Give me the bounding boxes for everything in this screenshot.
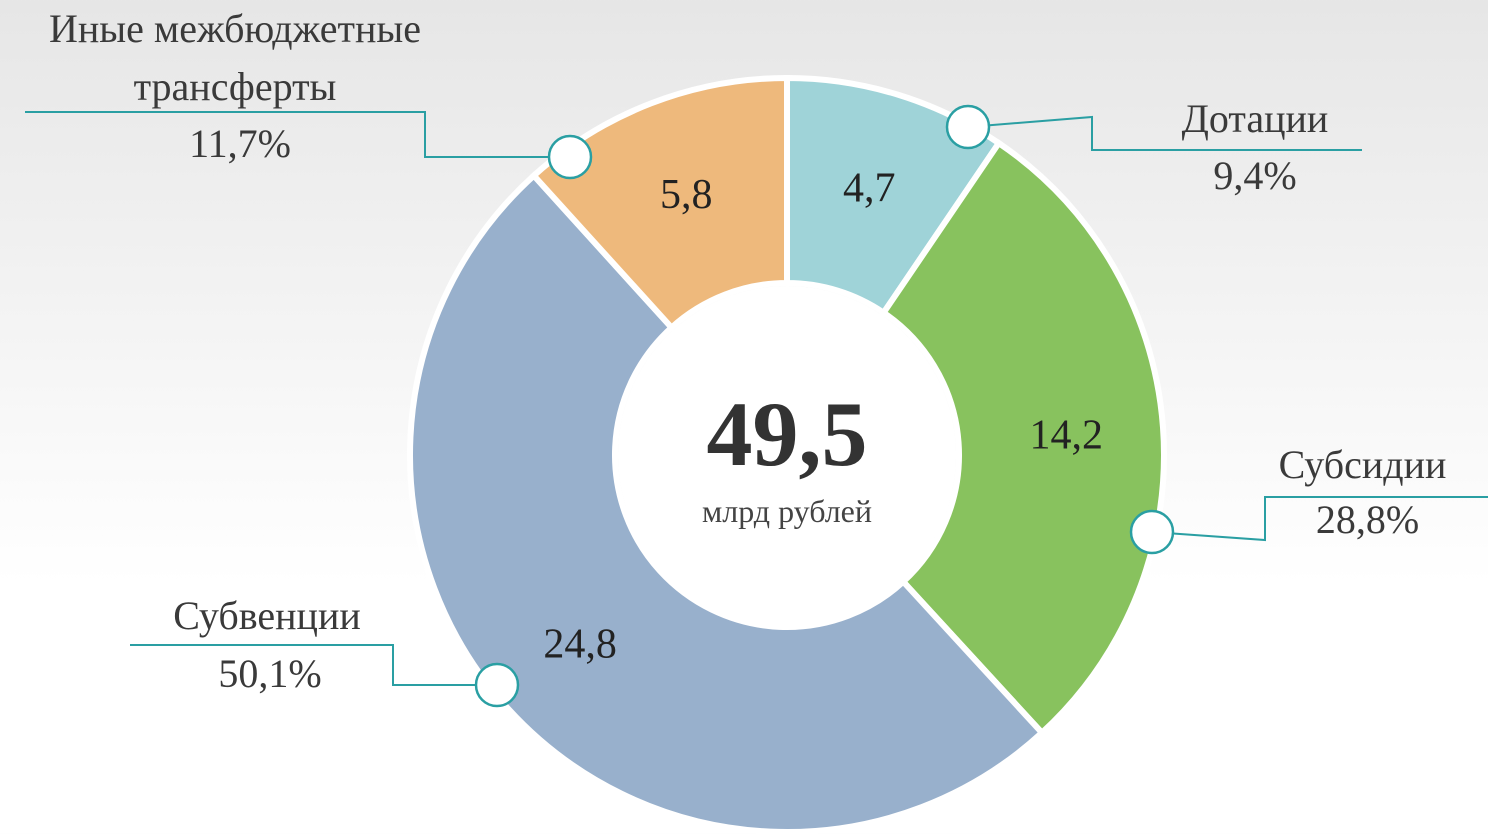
callout-dot — [1129, 509, 1175, 555]
percent-label: 50,1% — [218, 651, 322, 696]
donut-segment — [529, 74, 790, 332]
center-disc — [618, 286, 956, 624]
value-label: 5,8 — [660, 172, 713, 218]
category-label: Дотации — [1181, 96, 1329, 141]
category-label: Иные межбюджетные трансферты — [48, 6, 422, 109]
callout-dot — [547, 134, 593, 180]
donut-segment — [879, 138, 1167, 737]
total-unit: млрд рублей — [702, 493, 872, 529]
total-value: 49,5 — [707, 383, 868, 485]
value-label: 4,7 — [843, 165, 896, 211]
donut-segment — [407, 171, 1047, 834]
category-label: Субсидии — [1278, 442, 1447, 487]
percent-label: 9,4% — [1213, 153, 1297, 198]
callout-line — [25, 111, 570, 158]
callout-line — [967, 115, 1362, 151]
callout-line — [1151, 496, 1488, 542]
percent-label: 11,7% — [189, 121, 291, 166]
callout-line — [130, 644, 497, 686]
percent-label: 28,8% — [1315, 497, 1420, 542]
callout-dot — [474, 662, 520, 708]
category-label: Субвенции — [173, 593, 361, 638]
callout-dot — [945, 104, 991, 150]
value-label: 14,2 — [1030, 413, 1104, 459]
value-label: 24,8 — [543, 622, 617, 668]
